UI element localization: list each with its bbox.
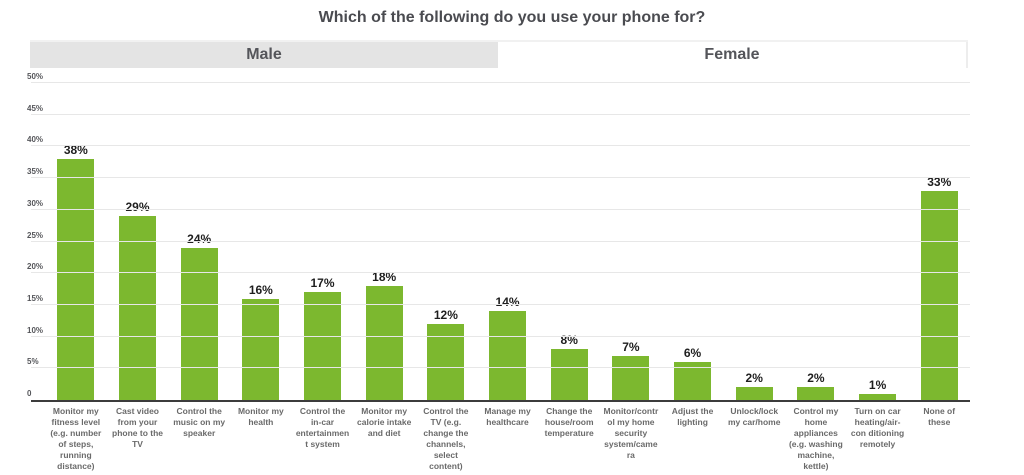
x-axis-label: None of these xyxy=(923,406,956,427)
gender-tabbar: Male Female xyxy=(30,40,968,68)
bar[interactable] xyxy=(797,387,835,400)
x-axis-label: Control the in-car entertainment system xyxy=(295,406,350,449)
x-axis-label: Control my home appliances (e.g. washing… xyxy=(788,406,843,471)
bar-column: 18% xyxy=(353,83,415,400)
bar[interactable] xyxy=(612,355,650,400)
bar-column: 2% xyxy=(785,83,847,400)
gridline xyxy=(31,145,970,147)
x-axis-label: Control the TV (e.g. change the channels… xyxy=(423,406,469,471)
x-axis-label: Monitor/control my home security system/… xyxy=(603,406,659,460)
gridline xyxy=(31,303,970,305)
x-axis-label: Unlock/lock my car/home xyxy=(728,406,781,427)
tab-male[interactable]: Male xyxy=(30,42,498,68)
bar-value-label: 7% xyxy=(622,339,640,354)
y-axis-label: 45% xyxy=(27,103,44,113)
bar-column: 12% xyxy=(415,83,477,400)
bar-value-label: 14% xyxy=(495,295,520,310)
bar-column: 8% xyxy=(538,83,600,400)
y-axis-label: 40% xyxy=(27,135,44,145)
gridline xyxy=(31,208,970,210)
bar[interactable] xyxy=(180,247,218,400)
bar-value-label: 2% xyxy=(807,371,825,386)
bar[interactable] xyxy=(859,393,897,400)
bar-column: 38% xyxy=(45,83,107,400)
bar-value-label: 6% xyxy=(683,345,702,360)
bar[interactable] xyxy=(489,311,527,400)
bar-column: 29% xyxy=(107,83,169,400)
bar-column: 24% xyxy=(168,83,230,400)
gridline xyxy=(31,177,970,179)
bar-column: 2% xyxy=(723,83,785,400)
gridline xyxy=(31,240,970,242)
x-axis-label: Turn on car heating/air-con ditioning re… xyxy=(850,406,905,449)
gridline xyxy=(31,335,970,337)
bar-column: 7% xyxy=(600,83,662,400)
bar-value-label: 29% xyxy=(125,200,150,215)
x-axis-label: Monitor my fitness level (e.g. number of… xyxy=(50,406,102,471)
bar[interactable] xyxy=(242,298,280,400)
x-axis-label: Monitor my health xyxy=(237,406,284,427)
bar-value-label: 2% xyxy=(745,371,763,386)
bar-value-label: 1% xyxy=(868,377,887,392)
tab-male-label: Male xyxy=(246,46,282,63)
x-axis-label: Manage my healthcare xyxy=(484,406,531,427)
bar-value-label: 18% xyxy=(372,269,397,284)
bar-column: 14% xyxy=(477,83,539,400)
tab-female[interactable]: Female xyxy=(498,42,968,68)
bar-column: 1% xyxy=(847,83,909,400)
bar[interactable] xyxy=(57,159,95,400)
y-axis-label: 50% xyxy=(27,72,44,81)
x-axis-label: Change the house/room temperature xyxy=(544,406,594,438)
bar-value-label: 16% xyxy=(248,282,273,297)
y-axis-label: 25% xyxy=(27,230,44,240)
plot-area: 38% 29% 24% 16% 17% 18% 12% 14% 8% 7% 6% 2% 2% 1% 33% … xyxy=(27,72,970,402)
y-axis-label: 0 xyxy=(27,389,32,398)
tab-female-label: Female xyxy=(704,46,760,63)
gridline xyxy=(31,272,970,274)
bar[interactable] xyxy=(119,216,156,400)
bar-value-label: 24% xyxy=(187,231,212,246)
x-axis-line xyxy=(31,400,970,402)
bar-column: 33% xyxy=(908,83,970,400)
bar-value-label: 33% xyxy=(927,174,952,189)
bar[interactable] xyxy=(304,292,342,400)
y-axis-label: 5% xyxy=(27,357,39,367)
x-axis-label: Adjust the lighting xyxy=(671,406,714,427)
bar[interactable] xyxy=(920,190,958,400)
x-axis-label: Cast video from your phone to the TV xyxy=(112,406,163,449)
bar-value-label: 17% xyxy=(310,276,335,291)
x-axis-label: Monitor my calorie intake and diet xyxy=(357,406,412,438)
gridline xyxy=(31,367,970,369)
bar[interactable] xyxy=(365,285,403,400)
bar-column: 17% xyxy=(292,83,354,400)
y-axis-label: 10% xyxy=(27,325,44,335)
gridline xyxy=(31,113,970,115)
y-axis-label: 30% xyxy=(27,198,44,208)
bar-value-label: 12% xyxy=(433,307,458,322)
bar-column: 16% xyxy=(230,83,292,400)
x-axis-label: Control the music on my speaker xyxy=(173,406,226,438)
bar-value-label: 8% xyxy=(560,333,578,348)
y-axis-label: 15% xyxy=(27,293,44,303)
y-axis-label: 35% xyxy=(27,167,44,177)
x-axis-labels: Monitor my fitness level (e.g. number of… xyxy=(45,406,970,472)
bar[interactable] xyxy=(735,387,773,400)
bars-container: 38% 29% 24% 16% 17% 18% 12% 14% 8% 7% 6% 2% 2% 1% 33% xyxy=(45,83,970,400)
bar-value-label: 38% xyxy=(63,143,88,158)
page-title: Which of the following do you use your p… xyxy=(318,9,706,26)
bar-column: 6% xyxy=(662,83,724,400)
y-axis-label: 20% xyxy=(27,262,44,272)
gridline xyxy=(31,82,970,83)
bar[interactable] xyxy=(550,349,588,400)
